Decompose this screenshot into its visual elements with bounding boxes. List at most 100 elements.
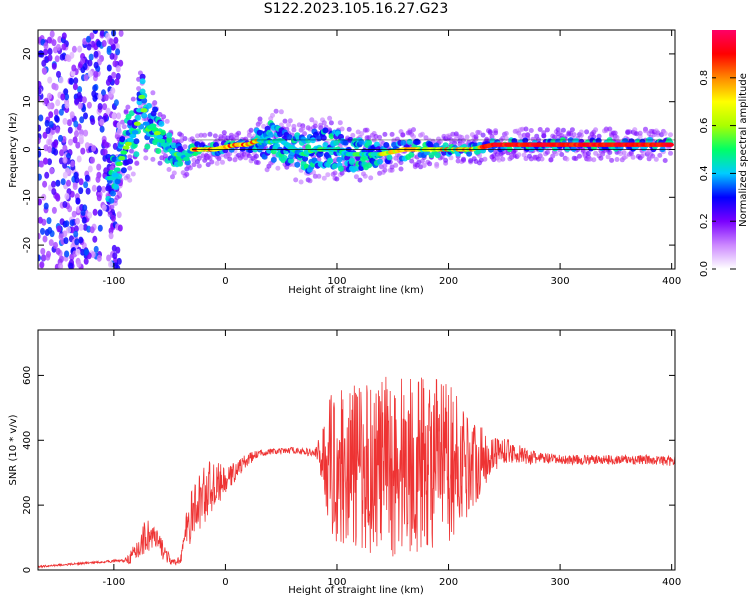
noise-blob (103, 167, 109, 175)
spectral-halo (537, 127, 543, 132)
noise-blob (93, 50, 99, 58)
spectral-halo (584, 129, 590, 135)
noise-blob (68, 262, 74, 269)
noise-blob (56, 70, 61, 78)
noise-blob (40, 227, 45, 235)
spectral-halo (255, 160, 261, 166)
noise-blob (47, 76, 53, 84)
noise-blob (79, 116, 85, 124)
spectral-spread (322, 127, 329, 134)
spectral-halo (127, 177, 133, 183)
spectral-halo (389, 131, 395, 137)
noise-blob (115, 246, 121, 254)
spectral-halo (503, 131, 509, 136)
noise-blob (86, 101, 92, 109)
spectral-spread (119, 136, 126, 143)
noise-blob (64, 101, 70, 109)
noise-blob (75, 217, 80, 225)
spectral-halo (248, 127, 254, 133)
noise-blob (110, 87, 116, 95)
noise-blob (108, 260, 113, 268)
spectral-spread (348, 157, 355, 164)
spectral-halo (464, 134, 470, 140)
spectral-halo (152, 101, 158, 106)
noise-blob (47, 158, 52, 166)
spectral-spread (144, 143, 151, 150)
spectral-spread (338, 165, 344, 172)
spectral-spread (177, 160, 184, 167)
spectrogram-x-ticks: -100 0 100 200 300 400 (103, 30, 681, 287)
noise-blob (57, 36, 63, 43)
spectral-halo (643, 128, 648, 134)
noise-blob (47, 48, 53, 55)
noise-blob (95, 175, 101, 183)
spectral-halo (448, 155, 454, 161)
spectral-spread (133, 151, 140, 158)
spectral-halo (519, 126, 525, 132)
spectral-halo (668, 132, 673, 138)
noise-blob (83, 181, 89, 189)
noise-blob (61, 32, 67, 40)
noise-blob (78, 223, 84, 231)
noise-blob (38, 254, 41, 262)
spectral-halo (585, 151, 591, 156)
spectral-halo (109, 204, 115, 210)
spectral-halo (198, 132, 204, 138)
noise-blob (106, 64, 112, 72)
spectral-halo (569, 127, 575, 133)
spectral-spread (170, 142, 177, 149)
spectral-spread (141, 112, 148, 119)
noise-blob (51, 39, 57, 47)
noise-blob (62, 201, 68, 208)
noise-blob (49, 30, 55, 38)
spectral-ridge (115, 161, 123, 166)
spectral-halo (452, 140, 458, 146)
noise-blob (62, 230, 68, 238)
spectral-halo (214, 160, 220, 166)
noise-blob (38, 124, 42, 132)
noise-blob (47, 102, 52, 110)
noise-blob (91, 144, 97, 152)
spectral-halo (332, 170, 338, 176)
spectral-halo (127, 154, 133, 160)
noise-blob (72, 83, 78, 91)
spectral-halo (216, 155, 222, 161)
noise-blob (85, 35, 91, 43)
noise-blob (63, 237, 69, 245)
noise-blob (77, 45, 83, 53)
spectrogram-x-tick-label: -100 (103, 276, 126, 287)
spectrogram-x-tick-label: 400 (662, 276, 681, 287)
spectrogram-y-tick-label: -10 (22, 189, 33, 205)
noise-blob (48, 120, 54, 128)
spectral-halo (573, 156, 579, 162)
noise-blob (75, 141, 81, 149)
spectral-halo (123, 109, 129, 115)
spectral-halo (316, 173, 322, 179)
noise-blob (43, 97, 49, 105)
spectral-ridge (131, 130, 139, 135)
noise-blob (48, 239, 54, 247)
snr-y-tick-label: 200 (22, 496, 33, 515)
spectral-halo (419, 131, 425, 137)
spectral-halo (559, 152, 565, 157)
noise-blob (38, 216, 43, 224)
spectral-halo (662, 158, 668, 163)
spectral-halo (434, 163, 440, 169)
spectral-ridge (120, 150, 128, 155)
noise-blob (112, 60, 118, 68)
noise-blob (113, 99, 119, 107)
spectral-halo (493, 130, 499, 136)
noise-blob (108, 227, 114, 235)
spectral-halo (539, 156, 545, 162)
noise-blob (41, 67, 47, 75)
noise-blob (73, 120, 79, 128)
spectral-ridge (151, 127, 159, 132)
spectral-halo (668, 150, 673, 156)
noise-blob (77, 102, 83, 110)
noise-blob (112, 252, 118, 260)
spectral-spread (286, 134, 293, 141)
noise-blob (60, 178, 66, 186)
noise-blob (76, 91, 82, 99)
spectral-halo (541, 130, 547, 136)
spectral-halo (179, 132, 184, 138)
